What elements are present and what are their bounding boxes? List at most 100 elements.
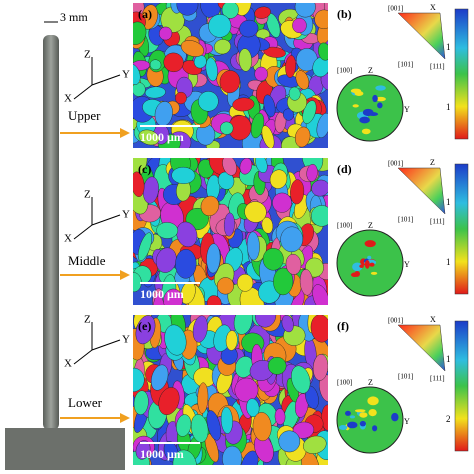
grain xyxy=(303,435,327,454)
grain xyxy=(232,97,255,112)
grain xyxy=(171,166,196,184)
grain xyxy=(135,315,156,345)
dimension-label: 3 mm xyxy=(60,10,88,24)
pole-spot xyxy=(344,410,351,416)
axis-label: Y xyxy=(122,209,130,221)
pole-spot xyxy=(359,412,368,418)
pole-label: Z xyxy=(368,221,373,230)
axis-label: Y xyxy=(122,69,130,81)
grain xyxy=(310,205,328,227)
colorbar-label: 1 xyxy=(446,257,451,267)
scale-label: 1000 μm xyxy=(140,447,184,461)
grain xyxy=(206,410,221,441)
grain xyxy=(220,406,233,434)
pole-label: Z xyxy=(368,378,373,387)
grain xyxy=(244,201,267,223)
pole-spot xyxy=(350,88,362,93)
grain xyxy=(263,94,276,118)
grain xyxy=(291,365,311,394)
ipf-label: [101] xyxy=(398,61,413,69)
grain xyxy=(311,179,328,197)
ipf-label: [111] xyxy=(430,63,445,71)
colorbar-label: 1 xyxy=(446,102,451,112)
grain xyxy=(281,315,294,333)
pole-spot xyxy=(377,102,383,109)
pole-spot xyxy=(352,104,359,108)
grain xyxy=(269,169,288,189)
ipf-label: [001] xyxy=(388,317,403,325)
grain xyxy=(164,324,187,356)
grain xyxy=(310,315,328,343)
grain xyxy=(234,3,252,16)
grain xyxy=(252,412,272,442)
grain xyxy=(288,86,301,101)
pole-spot xyxy=(352,262,363,272)
grain xyxy=(306,164,318,182)
position-label: Lower xyxy=(68,395,103,410)
pole-spot xyxy=(349,415,356,419)
colorbar-label: 1 xyxy=(446,42,451,52)
pole-spot xyxy=(391,412,399,422)
pole-spot xyxy=(370,271,378,275)
grain xyxy=(216,277,234,295)
grain xyxy=(149,59,162,71)
grain xyxy=(133,21,147,45)
grain xyxy=(217,171,235,190)
ipf-label: [101] xyxy=(398,216,413,224)
grain xyxy=(225,330,238,351)
grain xyxy=(294,126,311,148)
axis-label: X xyxy=(64,358,72,370)
arrow-head xyxy=(120,128,130,138)
axis-label: Z xyxy=(84,314,91,326)
grain xyxy=(282,108,294,121)
grain xyxy=(137,232,153,262)
grain xyxy=(133,272,142,293)
pole-spot xyxy=(367,255,372,260)
scale-label: 1000 μm xyxy=(140,287,184,301)
sample-rod xyxy=(43,35,59,430)
axis-y xyxy=(91,74,121,86)
pole-spot xyxy=(375,96,386,102)
grain xyxy=(133,367,145,393)
grain xyxy=(240,450,259,465)
ipf-label: [111] xyxy=(430,218,445,226)
pole-spot xyxy=(368,408,377,417)
axis-label: Y xyxy=(122,334,130,346)
axis-label: X xyxy=(64,233,72,245)
grain xyxy=(208,14,232,38)
sample-base xyxy=(5,428,125,470)
grain xyxy=(206,243,221,274)
grain xyxy=(175,91,187,105)
grain xyxy=(239,19,259,38)
grain xyxy=(222,445,243,465)
grain xyxy=(273,267,294,296)
pole-figure xyxy=(336,386,404,454)
grain xyxy=(255,158,268,174)
grain xyxy=(294,3,316,18)
panel-label: (d) xyxy=(337,162,352,176)
grain xyxy=(234,377,259,403)
grain xyxy=(246,398,260,418)
grain xyxy=(238,48,253,72)
grain xyxy=(312,284,328,305)
colorbar xyxy=(454,320,469,452)
grain xyxy=(133,390,149,415)
grain xyxy=(221,3,239,19)
ipf-label: [001] xyxy=(388,5,403,13)
grain xyxy=(223,212,235,237)
grain xyxy=(175,249,197,279)
grain xyxy=(133,63,141,85)
grain xyxy=(263,46,286,58)
grain xyxy=(163,52,184,73)
pole-label: Y xyxy=(404,105,410,114)
colorbar xyxy=(454,163,469,295)
panel-label: (f) xyxy=(337,319,349,333)
grain xyxy=(150,364,169,391)
grain xyxy=(274,408,286,425)
pole-spot xyxy=(354,409,366,413)
grain xyxy=(233,315,253,335)
grain xyxy=(237,273,254,292)
grain xyxy=(219,70,241,94)
grain xyxy=(222,158,237,176)
